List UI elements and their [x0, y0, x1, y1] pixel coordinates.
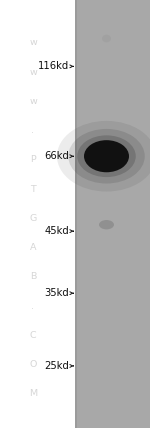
Text: M: M [29, 389, 37, 398]
Ellipse shape [68, 129, 145, 184]
Ellipse shape [77, 135, 136, 177]
Text: 25kd: 25kd [44, 361, 69, 371]
Text: B: B [30, 272, 36, 281]
Bar [75, 0, 77, 428]
Text: T: T [30, 184, 36, 193]
Ellipse shape [99, 220, 114, 229]
Text: P: P [30, 155, 36, 164]
Ellipse shape [84, 140, 129, 172]
Text: C: C [30, 331, 36, 340]
Ellipse shape [102, 35, 111, 42]
Text: 35kd: 35kd [44, 288, 69, 298]
Text: w: w [29, 38, 37, 48]
Ellipse shape [57, 121, 150, 192]
Text: .: . [32, 126, 34, 135]
Text: .: . [32, 301, 34, 311]
Text: 116kd: 116kd [38, 61, 69, 71]
Text: O: O [29, 360, 37, 369]
Text: w: w [29, 68, 37, 77]
Text: G: G [29, 214, 37, 223]
Text: w: w [29, 97, 37, 106]
Text: A: A [30, 243, 36, 252]
Text: 66kd: 66kd [44, 151, 69, 161]
Bar [75, 0, 150, 428]
Text: 45kd: 45kd [44, 226, 69, 236]
